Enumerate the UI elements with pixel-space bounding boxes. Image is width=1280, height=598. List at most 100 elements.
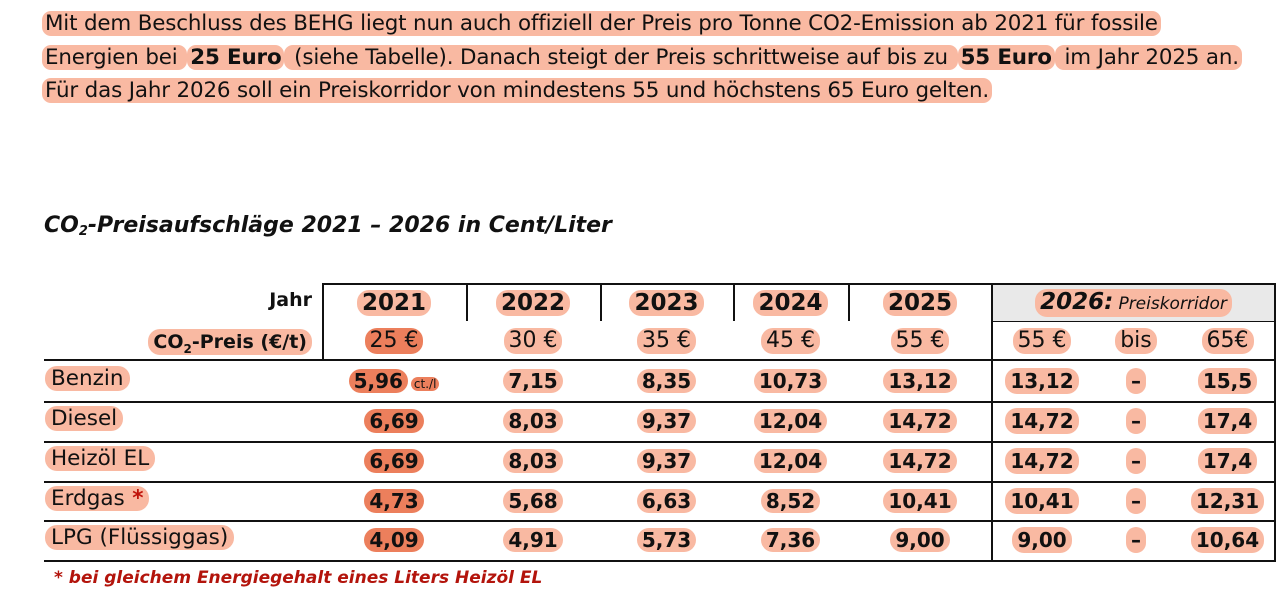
value-cell-4-4: 9,00 [848, 520, 992, 560]
value-2026-dash-4: – [1126, 527, 1146, 553]
value-0-0: 5,96 [348, 369, 408, 393]
value-cell-2026-min-0: 13,12 [992, 361, 1092, 401]
intro-text-2: (siehe Tabelle). Danach steigt der Preis… [284, 44, 958, 70]
value-cell-4-1: 4,91 [466, 520, 600, 560]
table-title: CO2-Preisaufschläge 2021 – 2026 in Cent/… [44, 213, 612, 239]
value-2026-max-1: 17,4 [1197, 408, 1258, 434]
row-divider-0 [44, 401, 1275, 403]
value-cell-1-2: 9,37 [600, 401, 733, 441]
value-cell-1-0: 6,69 [322, 401, 466, 441]
row-label-2: Heizöl EL [45, 446, 156, 472]
value-cell-0-3: 10,73 [733, 361, 848, 401]
value-cell-2026-max-2: 17,4 [1180, 441, 1275, 481]
value-cell-2026-max-3: 12,31 [1180, 481, 1275, 520]
value-3-1: 5,68 [503, 488, 563, 513]
value-wrap: 9,37 [636, 448, 697, 474]
row-divider-4 [44, 560, 1275, 562]
value-wrap: 14,72 [883, 408, 957, 434]
value-cell-2-3: 12,04 [733, 441, 848, 481]
price-cell-2026-max: 65€ [1180, 323, 1275, 359]
co2-label-post: -Preis (€/t) [191, 331, 307, 353]
price-2024: 45 € [761, 328, 820, 354]
value-3-4: 10,41 [883, 488, 957, 513]
row-label-text: Benzin [45, 366, 130, 391]
value-2026-dash-1: – [1126, 408, 1146, 434]
header-bottom-border [44, 359, 1275, 361]
value-2026-max-4: 10,64 [1190, 527, 1265, 553]
value-cell-3-4: 10,41 [848, 481, 992, 520]
intro-bold-price-2021: 25 Euro [187, 44, 285, 70]
year-cell-2021: 2021 [322, 285, 466, 321]
value-wrap: 14,72 [883, 448, 957, 474]
value-4-0: 4,09 [364, 528, 424, 552]
value-3-3: 8,52 [760, 488, 821, 513]
year-cell-2022: 2022 [466, 285, 600, 321]
year-2025: 2025 [882, 290, 957, 316]
value-wrap: 6,69 [364, 408, 424, 434]
value-wrap: 13,12 [883, 368, 957, 394]
value-wrap: 5,68 [503, 488, 563, 514]
header-left-border [322, 283, 324, 361]
value-2026-min-2: 14,72 [1005, 448, 1079, 474]
jahr-label: Jahr [269, 289, 312, 311]
row-label-4: LPG (Flüssiggas) [45, 525, 235, 551]
value-wrap: 9,00 [890, 527, 950, 553]
value-cell-1-1: 8,03 [466, 401, 600, 441]
year-divider-2 [733, 283, 735, 321]
value-cell-2026-min-3: 10,41 [992, 481, 1092, 520]
value-1-4: 14,72 [883, 409, 957, 433]
value-2026-max-3: 12,31 [1190, 487, 1265, 514]
intro-paragraph: Mit dem Beschluss des BEHG liegt nun auc… [42, 7, 1242, 108]
value-cell-3-3: 8,52 [733, 481, 848, 520]
value-wrap: 5,96 ct./l [348, 368, 440, 394]
value-wrap: 12,04 [753, 448, 828, 474]
row-label-3: Erdgas * [45, 486, 150, 512]
row-label-text: Heizöl EL [45, 446, 156, 471]
value-cell-3-0: 4,73 [322, 481, 466, 520]
value-3-0: 4,73 [364, 488, 424, 513]
value-wrap: 12,04 [753, 408, 828, 434]
row-label-text: Diesel [45, 406, 124, 431]
value-wrap: 6,69 [364, 448, 424, 474]
price-cell-2026-min: 55 € [992, 323, 1092, 359]
value-wrap: 7,15 [503, 368, 563, 394]
value-3-2: 6,63 [636, 488, 697, 513]
value-2026-min-1: 14,72 [1005, 408, 1079, 434]
price-cell-2022: 30 € [466, 323, 600, 359]
row-label-1: Diesel [45, 406, 124, 432]
year-divider-1 [600, 283, 602, 321]
value-wrap: 5,73 [636, 527, 697, 553]
value-cell-2-1: 8,03 [466, 441, 600, 481]
value-1-3: 12,04 [753, 409, 828, 433]
value-cell-2026-min-1: 14,72 [992, 401, 1092, 441]
price-2025: 55 € [890, 328, 950, 354]
value-2026-min-0: 13,12 [1005, 368, 1079, 394]
value-wrap: 10,41 [883, 488, 957, 514]
value-cell-2026-dash-4: – [1092, 520, 1180, 560]
value-cell-0-2: 8,35 [600, 361, 733, 401]
row-divider-2 [44, 481, 1275, 483]
value-cell-0-4: 13,12 [848, 361, 992, 401]
value-2026-max-2: 17,4 [1197, 448, 1258, 474]
value-2-2: 9,37 [636, 449, 697, 473]
table-title-co: CO [44, 213, 79, 238]
value-wrap: 6,63 [636, 488, 697, 514]
value-cell-1-4: 14,72 [848, 401, 992, 441]
value-cell-2026-min-2: 14,72 [992, 441, 1092, 481]
year-2021: 2021 [356, 290, 431, 316]
value-4-4: 9,00 [890, 528, 950, 552]
value-cell-4-0: 4,09 [322, 520, 466, 560]
table-title-rest: -Preisaufschläge 2021 – 2026 in Cent/Lit… [87, 213, 612, 238]
value-0-3: 10,73 [753, 369, 828, 393]
value-cell-1-3: 12,04 [733, 401, 848, 441]
price-2026-max: 65€ [1201, 328, 1254, 354]
value-cell-4-3: 7,36 [733, 520, 848, 560]
value-2-3: 12,04 [753, 449, 828, 473]
value-2026-dash-0: – [1126, 368, 1146, 394]
value-cell-2026-min-4: 9,00 [992, 520, 1092, 560]
co2-label-pre: CO [153, 331, 184, 353]
value-wrap: 8,35 [636, 368, 697, 394]
value-2-0: 6,69 [364, 449, 424, 473]
value-cell-2026-dash-1: – [1092, 401, 1180, 441]
